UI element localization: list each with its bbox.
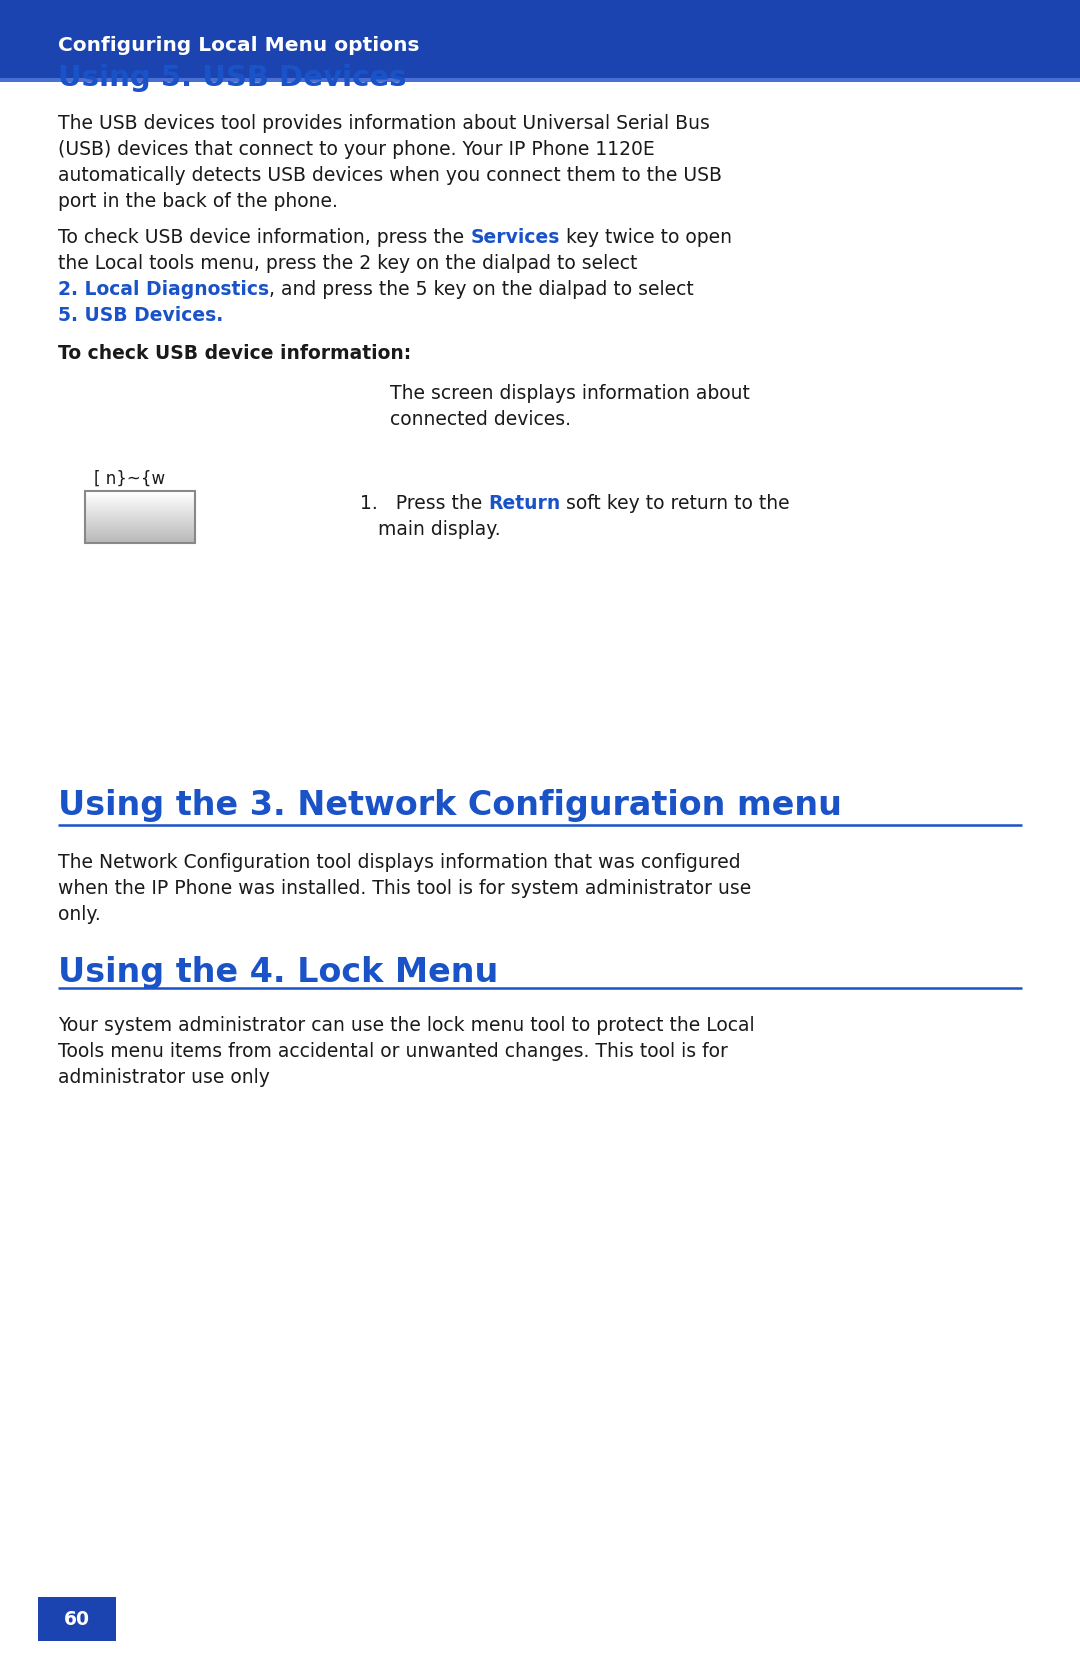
Text: Using the 3. Network Configuration menu: Using the 3. Network Configuration menu (58, 789, 842, 823)
Text: 5. USB Devices.: 5. USB Devices. (58, 305, 224, 325)
Text: To check USB device information:: To check USB device information: (58, 344, 411, 362)
Text: Tools menu items from accidental or unwanted changes. This tool is for: Tools menu items from accidental or unwa… (58, 1041, 728, 1061)
Text: automatically detects USB devices when you connect them to the USB: automatically detects USB devices when y… (58, 165, 723, 185)
Text: Return: Return (488, 494, 561, 512)
Text: Using 5. USB Devices: Using 5. USB Devices (58, 63, 406, 92)
Bar (85, 491, 195, 542)
Text: when the IP Phone was installed. This tool is for system administrator use: when the IP Phone was installed. This to… (58, 880, 752, 898)
Text: only.: only. (58, 905, 100, 925)
Bar (0, 78, 1080, 82)
Text: soft key to return to the: soft key to return to the (561, 494, 791, 512)
Text: port in the back of the phone.: port in the back of the phone. (58, 192, 338, 210)
Text: The USB devices tool provides information about Universal Serial Bus: The USB devices tool provides informatio… (58, 113, 710, 134)
Bar (38, 1597, 116, 1641)
Text: To check USB device information, press the: To check USB device information, press t… (58, 229, 470, 247)
Text: Your system administrator can use the lock menu tool to protect the Local: Your system administrator can use the lo… (58, 1016, 755, 1035)
Bar (0, 0, 1080, 78)
Text: 1.   Press the: 1. Press the (360, 494, 488, 512)
Text: 2. Local Diagnostics: 2. Local Diagnostics (58, 280, 269, 299)
Text: administrator use only: administrator use only (58, 1068, 270, 1087)
Text: (USB) devices that connect to your phone. Your IP Phone 1120E: (USB) devices that connect to your phone… (58, 140, 654, 159)
Text: The screen displays information about: The screen displays information about (390, 384, 750, 402)
Text: , and press the 5 key on the dialpad to select: , and press the 5 key on the dialpad to … (269, 280, 693, 299)
Text: Configuring Local Menu options: Configuring Local Menu options (58, 37, 419, 55)
Text: key twice to open: key twice to open (559, 229, 731, 247)
Text: The Network Configuration tool displays information that was configured: The Network Configuration tool displays … (58, 853, 741, 871)
Text: Services: Services (470, 229, 559, 247)
Text: main display.: main display. (378, 521, 501, 539)
Text: [ n}~{w: [ n}~{w (94, 471, 165, 487)
Text: connected devices.: connected devices. (390, 411, 571, 429)
Text: the Local tools menu, press the 2 key on the dialpad to select: the Local tools menu, press the 2 key on… (58, 254, 637, 274)
Text: 60: 60 (64, 1609, 90, 1629)
Text: Using the 4. Lock Menu: Using the 4. Lock Menu (58, 956, 498, 990)
